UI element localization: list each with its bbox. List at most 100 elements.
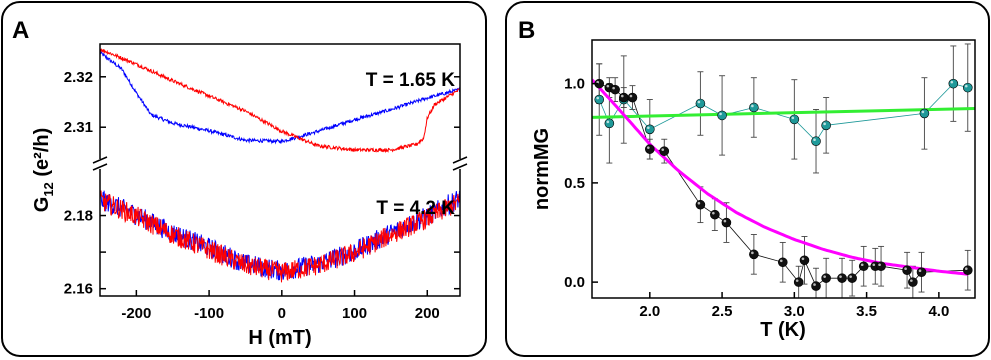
panel-a-plot: -200 -100 0 100 200 2.31 2.32 2.16 2.18 T = 1.65…: [31, 43, 468, 349]
teal-series-point: [749, 102, 759, 113]
x-tick-label: 200: [415, 305, 440, 322]
x-tick-label: -200: [121, 305, 151, 322]
axis-break-marks: [92, 156, 468, 171]
point-highlight: [904, 267, 907, 271]
point-highlight: [813, 138, 816, 142]
black-series-point: [610, 84, 620, 95]
teal-series-point: [789, 114, 800, 125]
black-series-point: [811, 281, 821, 291]
panel-b-y-axis-label: normMG: [531, 128, 553, 210]
y-tick-label: 0.0: [564, 274, 585, 291]
x-tick-label: -100: [194, 305, 224, 322]
ylabel-main: G: [31, 197, 53, 213]
panel-b-plot: 2.0 2.5 3.0 3.5 4.0 0.0 0.5 1.0 T (K) normMG: [531, 39, 976, 341]
panel-a-upper-annotation: T = 1.65 K: [366, 70, 456, 91]
ylabel-subscript: 12: [41, 182, 56, 196]
point-highlight: [779, 259, 783, 263]
lower-trace-red: [100, 190, 460, 283]
x-tick-label: 2.0: [639, 303, 660, 320]
teal-series-point: [948, 78, 959, 89]
panel-b-series: [592, 43, 975, 298]
black-series-point: [710, 209, 720, 220]
teal-series-point: [919, 108, 930, 119]
y-tick-label: 2.31: [64, 119, 93, 136]
point-highlight: [712, 211, 715, 215]
point-highlight: [606, 120, 610, 124]
point-highlight: [823, 122, 826, 126]
linear-fit-green: [592, 106, 975, 119]
panel-a-ticks: -200 -100 0 100 200 2.31 2.32 2.16 2.18: [64, 69, 460, 322]
point-highlight: [964, 84, 968, 88]
point-highlight: [878, 263, 881, 267]
point-highlight: [629, 94, 633, 98]
panel-b-x-axis-label: T (K): [760, 319, 806, 341]
panel-a-x-axis-label: H (mT): [248, 327, 311, 349]
teal-series-point: [695, 98, 706, 109]
point-highlight: [823, 275, 826, 278]
panel-a-letter: A: [12, 17, 29, 44]
black-series-point: [695, 199, 706, 210]
teal-series-point: [962, 82, 973, 93]
x-tick-label: 4.0: [928, 303, 949, 320]
point-highlight: [813, 283, 816, 286]
teal-series-point: [717, 110, 727, 121]
black-series-point: [793, 277, 804, 287]
black-series-point: [821, 273, 831, 283]
teal-series-point: [821, 120, 831, 131]
black-series-point: [837, 273, 847, 283]
y-tick-label: 2.32: [64, 69, 93, 86]
black-series-point: [659, 146, 670, 156]
point-highlight: [606, 84, 610, 88]
panel-b-ticks: 2.0 2.5 3.0 3.5 4.0 0.0 0.5 1.0: [564, 76, 949, 320]
teal-series-point: [645, 124, 655, 135]
black-series-point: [645, 144, 655, 154]
black-series-point: [627, 92, 638, 103]
upper-trace-red: [100, 48, 460, 154]
panel-a-lower-series: [100, 190, 460, 283]
point-highlight: [872, 263, 876, 267]
black-series-point: [618, 92, 629, 103]
point-highlight: [751, 104, 754, 108]
point-highlight: [620, 94, 624, 98]
point-highlight: [723, 219, 727, 223]
point-highlight: [697, 100, 701, 104]
x-tick-label: 3.0: [784, 303, 805, 320]
point-highlight: [910, 279, 913, 282]
point-highlight: [860, 263, 864, 267]
point-highlight: [791, 116, 795, 120]
point-highlight: [719, 112, 722, 116]
point-highlight: [596, 80, 600, 84]
panel-a-lower-annotation: T = 4.2 K: [376, 198, 455, 219]
point-highlight: [697, 201, 701, 205]
panel-a-axes-box: [99, 43, 461, 297]
point-highlight: [921, 110, 925, 114]
point-highlight: [801, 257, 805, 261]
point-highlight: [612, 86, 615, 90]
point-highlight: [751, 251, 754, 255]
black-series-point: [777, 257, 788, 268]
x-tick-label: 0: [278, 305, 286, 322]
black-series-point: [749, 249, 759, 260]
y-tick-label: 2.16: [64, 281, 93, 298]
black-series-point: [902, 265, 912, 276]
x-tick-label: 2.5: [712, 303, 733, 320]
x-tick-label: 100: [342, 305, 367, 322]
teal-series-point: [594, 94, 605, 105]
teal-series-point: [811, 136, 821, 147]
point-highlight: [647, 126, 650, 130]
black-series-point: [916, 267, 927, 278]
black-series-point: [847, 273, 857, 283]
y-tick-label: 2.18: [64, 208, 93, 225]
panel-b-letter: B: [518, 17, 535, 44]
point-highlight: [647, 146, 650, 149]
point-highlight: [661, 148, 665, 151]
panel-b-frame: [505, 1, 990, 357]
black-series-point: [799, 255, 810, 266]
panel-a-frame: [1, 1, 487, 357]
point-highlight: [839, 275, 842, 278]
black-series-point: [962, 265, 973, 276]
black-series-point: [721, 217, 732, 228]
y-tick-label: 0.5: [564, 175, 585, 192]
panel-b-axes-box: [591, 39, 976, 299]
panel-a-upper-series: [100, 48, 460, 154]
